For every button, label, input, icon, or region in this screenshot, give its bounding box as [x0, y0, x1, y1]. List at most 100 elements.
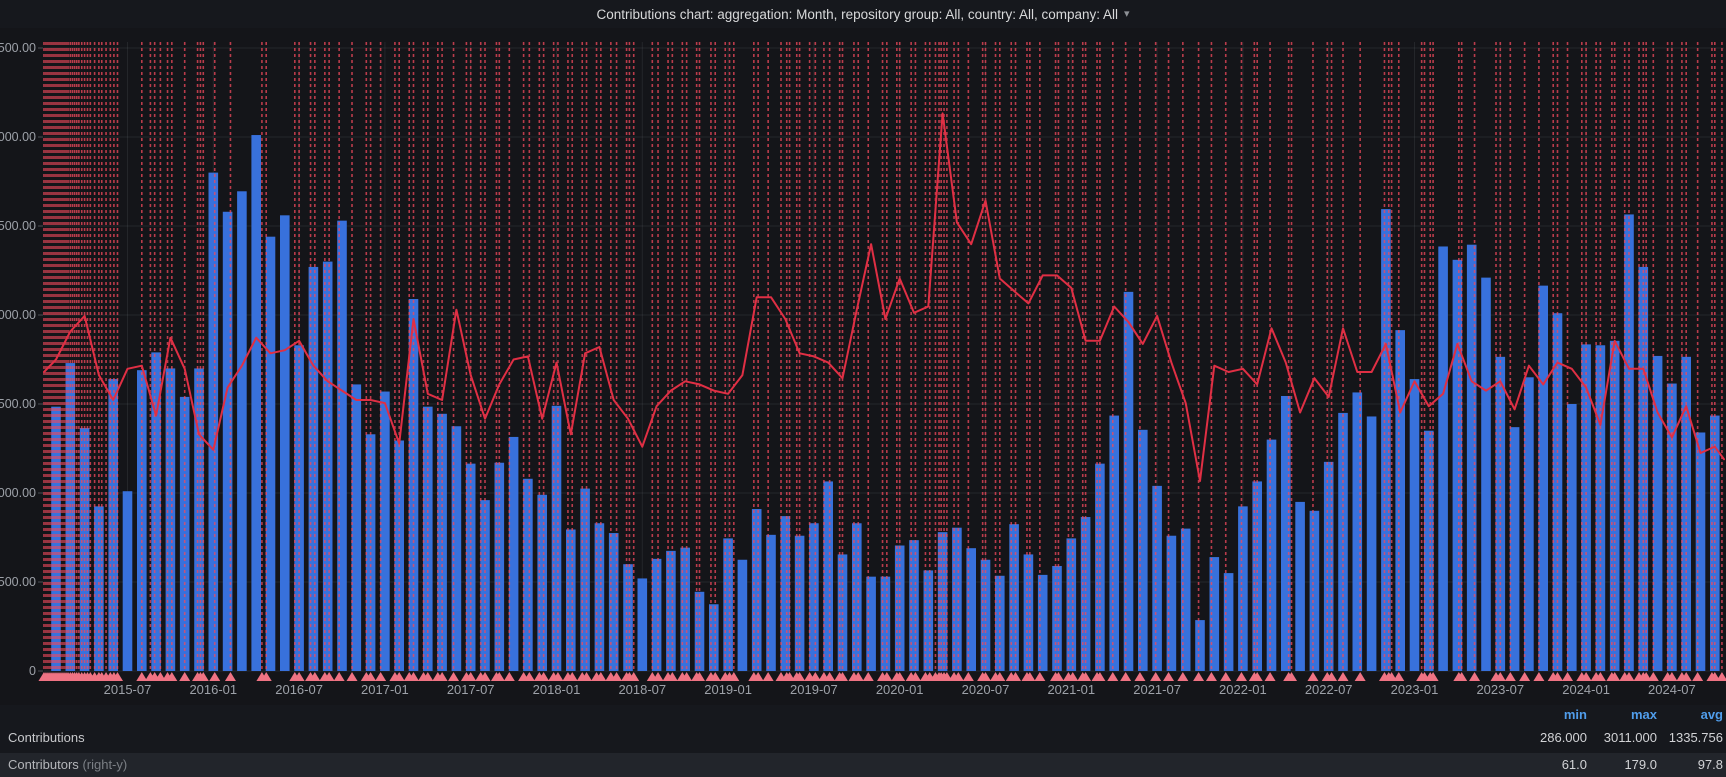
- legend-row-contributions[interactable]: Contributions 286.000 3011.000 1335.756: [0, 726, 1726, 750]
- contributions-bar: [709, 604, 719, 671]
- annotation-marker-triangle: [794, 672, 806, 681]
- x-axis-label: 2020-01: [876, 682, 924, 697]
- chevron-down-icon: ▾: [1124, 7, 1130, 20]
- annotation-marker-triangle: [809, 672, 821, 681]
- annotation-marker-triangle: [894, 672, 906, 681]
- legend-series-label[interactable]: Contributors: [8, 757, 79, 772]
- contributions-bar: [1209, 557, 1220, 671]
- legend-max-value: 3011.000: [1603, 730, 1657, 745]
- contributions-bar: [1581, 344, 1591, 671]
- annotation-marker-triangle: [154, 672, 166, 681]
- contributions-bar: [465, 463, 476, 671]
- annotation-marker-triangle: [538, 672, 550, 681]
- x-axis-label: 2024-07: [1648, 682, 1696, 697]
- contributions-bar: [1567, 404, 1577, 671]
- annotation-marker-triangle: [1307, 672, 1319, 681]
- contributions-bar: [451, 426, 462, 671]
- annotation-marker-triangle: [1326, 672, 1338, 681]
- annotation-marker-triangle: [595, 672, 607, 681]
- contributions-bar: [680, 547, 690, 671]
- annotation-marker-triangle: [393, 672, 405, 681]
- contributions-bar: [666, 550, 676, 671]
- contributions-chart: 3500.00 3000.00 2500.00 2000.00 1500.00 1000.…: [0, 28, 1726, 705]
- contributions-bar: [1037, 574, 1048, 671]
- contributions-bar: [1323, 461, 1334, 671]
- contributions-bar: [222, 211, 233, 671]
- legend-series-label[interactable]: Contributions: [8, 730, 85, 745]
- annotation-marker-triangle: [752, 672, 764, 681]
- contributions-bar: [751, 509, 762, 671]
- annotation-marker-triangle: [179, 672, 191, 681]
- contributions-bar: [937, 532, 948, 671]
- annotation-marker-triangle: [375, 672, 387, 681]
- annotation-marker-triangle: [1286, 672, 1298, 681]
- annotation-marker-triangle: [333, 672, 345, 681]
- contributions-bar: [1152, 485, 1162, 671]
- contributions-bar: [966, 548, 976, 671]
- contributions-bar: [1652, 355, 1663, 671]
- annotation-marker-triangle: [1150, 672, 1162, 681]
- contributions-bar: [165, 368, 176, 671]
- contributions-bar: [1681, 356, 1691, 671]
- contributions-bar: [1595, 345, 1606, 671]
- legend-header-max: max: [1630, 707, 1657, 722]
- contributions-bar: [794, 535, 805, 671]
- contributions-bar: [880, 576, 891, 671]
- annotation-marker-triangle: [628, 672, 640, 681]
- contributions-bar: [1138, 429, 1148, 671]
- contributions-bar: [1409, 379, 1420, 671]
- contributions-bar: [1052, 565, 1062, 671]
- contributions-bar: [608, 533, 619, 671]
- annotation-marker-triangle: [952, 672, 964, 681]
- x-axis-label: 2023-07: [1476, 682, 1524, 697]
- annotation-marker-triangle: [980, 672, 991, 681]
- annotation-marker-triangle: [652, 672, 664, 681]
- legend-min-value: 286.000: [1540, 730, 1587, 745]
- annotation-marker-triangle: [1594, 672, 1606, 681]
- contributions-bar: [523, 478, 533, 671]
- contributions-bar: [351, 384, 362, 671]
- annotation-marker-triangle: [1494, 672, 1506, 681]
- contributions-bar: [194, 368, 204, 671]
- annotation-marker-triangle: [1716, 672, 1726, 681]
- annotation-marker-triangle: [1220, 672, 1232, 681]
- contributions-bar: [1466, 244, 1477, 671]
- annotation-marker-triangle: [503, 672, 515, 681]
- contributions-bar: [294, 345, 304, 671]
- annotation-marker-triangle: [962, 672, 974, 681]
- annotation-marker-triangle: [909, 672, 921, 681]
- y-axis-label: 0: [29, 664, 36, 678]
- x-axis-label: 2015-07: [104, 682, 152, 697]
- contributions-bar: [1066, 538, 1077, 671]
- legend-row-contributors[interactable]: Contributors (right-y) 61.0 179.0 97.8: [0, 753, 1726, 777]
- annotation-marker-triangle: [1533, 672, 1545, 681]
- contributions-bar: [1495, 356, 1506, 671]
- contributions-bar: [394, 440, 404, 671]
- contributions-bar: [265, 236, 276, 671]
- annotation-marker-triangle: [1709, 672, 1721, 681]
- x-axis-label: 2016-07: [275, 682, 323, 697]
- annotation-marker-triangle: [728, 672, 740, 681]
- annotation-marker-triangle: [881, 672, 893, 681]
- annotation-marker-triangle: [709, 672, 721, 681]
- annotation-marker-triangle: [1354, 672, 1366, 681]
- annotation-marker-triangle: [166, 672, 178, 681]
- y-axis-label: 3000.00: [0, 130, 36, 144]
- contributions-bar: [852, 523, 862, 671]
- annotation-marker-triangle: [1193, 672, 1205, 681]
- chart-canvas: 3500.00 3000.00 2500.00 2000.00 1500.00 1000.…: [0, 41, 1726, 697]
- panel-title-dropdown[interactable]: Contributions chart: aggregation: Month,…: [0, 0, 1726, 28]
- contributions-bar: [537, 494, 547, 671]
- contributions-bar: [923, 570, 934, 671]
- annotation-marker-triangle: [465, 672, 477, 681]
- contributions-bar: [1452, 259, 1463, 671]
- contributions-bar: [380, 391, 390, 671]
- y-axis-label: 2000.00: [0, 308, 36, 322]
- contributions-bar: [1438, 246, 1448, 671]
- annotation-marker-triangle: [523, 672, 535, 681]
- x-axis-label: 2016-01: [189, 682, 237, 697]
- contributions-bar: [580, 488, 590, 671]
- annotation-marker-triangle: [365, 672, 377, 681]
- legend-axis-suffix: (right-y): [82, 757, 128, 772]
- annotation-marker-triangle: [323, 672, 335, 681]
